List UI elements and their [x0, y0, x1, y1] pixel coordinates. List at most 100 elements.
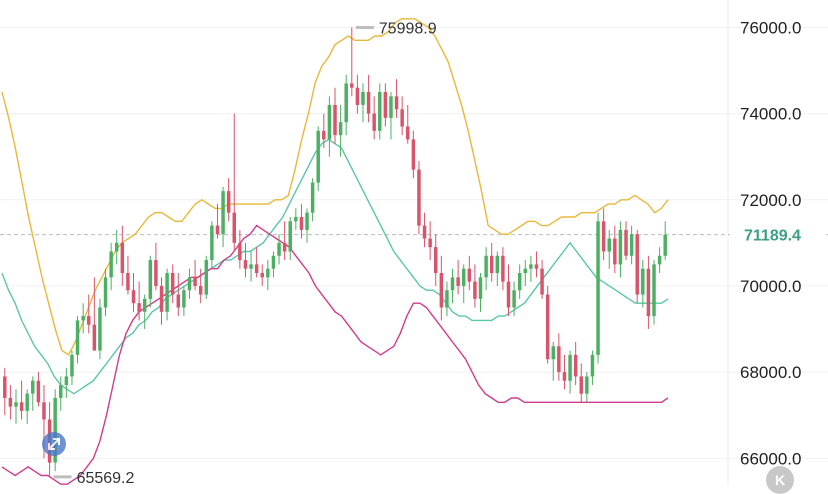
- candle-body: [361, 92, 365, 105]
- candle-body: [428, 238, 432, 248]
- candle-body: [120, 242, 125, 274]
- candle-body: [657, 255, 662, 265]
- candle-body: [366, 92, 371, 114]
- candle-body: [422, 225, 427, 239]
- candle-body: [562, 372, 567, 381]
- middle-band-line: [1, 138, 669, 395]
- candle-body: [439, 273, 444, 308]
- candle-body: [400, 109, 404, 127]
- candle-body: [338, 122, 343, 136]
- candle-body: [193, 277, 197, 286]
- candle-body: [159, 285, 164, 312]
- candle-body: [551, 346, 556, 360]
- candle-body: [344, 83, 348, 123]
- candle-body: [154, 260, 158, 286]
- candle-body: [607, 238, 611, 252]
- candle-body: [75, 320, 80, 355]
- candle-body: [282, 242, 287, 252]
- candle-body: [288, 221, 292, 252]
- candle-body: [137, 303, 141, 312]
- candle-body: [53, 397, 57, 463]
- candle-body: [596, 221, 600, 355]
- candle-body: [506, 281, 511, 308]
- y-tick-label: 76000.0: [740, 18, 801, 37]
- candle-body: [25, 393, 29, 411]
- candle-body: [389, 96, 393, 118]
- candle-body: [70, 354, 74, 377]
- candle-body: [534, 264, 539, 269]
- candle-body: [445, 290, 449, 308]
- candle-body: [495, 255, 500, 274]
- candle-body: [501, 255, 505, 282]
- candle-body: [590, 354, 595, 377]
- candle-body: [3, 376, 7, 398]
- candle-body: [59, 385, 63, 398]
- candle-body: [372, 113, 376, 131]
- candle-body: [473, 281, 477, 299]
- candle-body: [529, 264, 533, 269]
- candle-body: [434, 247, 438, 274]
- candle-body: [378, 92, 382, 131]
- candle-body: [243, 260, 248, 269]
- k-icon[interactable]: K: [766, 466, 794, 494]
- candle-body: [271, 255, 276, 269]
- lower-band-line: [1, 224, 669, 485]
- candle-body: [266, 268, 270, 278]
- candle-body: [232, 212, 236, 243]
- candle-body: [42, 402, 46, 420]
- candle-body: [215, 225, 220, 235]
- candle-body: [461, 268, 466, 286]
- candle-body: [383, 92, 388, 118]
- candle-body: [8, 397, 13, 407]
- candle-body: [260, 273, 264, 278]
- candle-body: [165, 273, 169, 312]
- y-axis: 76000.0 74000.0 72000.0 70000.0 68000.0 66000…: [740, 18, 801, 468]
- candle-body: [579, 376, 583, 394]
- candle-body: [322, 130, 326, 140]
- y-tick-label: 74000.0: [740, 105, 801, 124]
- candle-body: [517, 273, 522, 291]
- candle-body: [14, 402, 18, 407]
- candle-body: [221, 191, 225, 235]
- candle-body: [148, 260, 153, 299]
- candle-body: [489, 255, 494, 274]
- candle-body: [238, 242, 242, 261]
- candle-body: [568, 354, 572, 381]
- candle-body: [142, 298, 147, 312]
- y-tick-label: 72000.0: [740, 191, 801, 210]
- candle-body: [613, 238, 617, 265]
- candle-body: [663, 234, 667, 256]
- y-tick-label: 66000.0: [740, 449, 801, 468]
- expand-arrows-icon[interactable]: [42, 432, 66, 456]
- candle-body: [81, 316, 85, 321]
- candle-body: [210, 225, 214, 261]
- candle-body: [618, 229, 623, 265]
- candle-body: [310, 182, 315, 213]
- candle-body: [182, 290, 186, 308]
- candle-body: [299, 216, 304, 230]
- candle-body: [333, 104, 337, 136]
- candle-body: [652, 264, 656, 317]
- candle-body: [19, 402, 24, 411]
- high-marker-label: 75998.9: [379, 20, 437, 37]
- candle-body: [557, 346, 561, 373]
- candle-body: [294, 216, 298, 222]
- candle-body: [484, 255, 488, 278]
- candle-body: [316, 130, 320, 183]
- candle-body: [545, 294, 550, 360]
- candle-body: [467, 268, 472, 282]
- candle-body: [187, 277, 192, 291]
- candle-body: [523, 268, 528, 274]
- candle-body: [103, 277, 108, 308]
- candle-body: [204, 260, 209, 295]
- candle-body: [198, 285, 203, 295]
- candle-body: [170, 273, 175, 295]
- candle-body: [478, 277, 483, 299]
- candle-body: [635, 234, 639, 295]
- candle-body: [254, 264, 259, 274]
- candle-body: [406, 126, 410, 140]
- candle-body: [176, 294, 181, 308]
- y-tick-label: 70000.0: [740, 277, 801, 296]
